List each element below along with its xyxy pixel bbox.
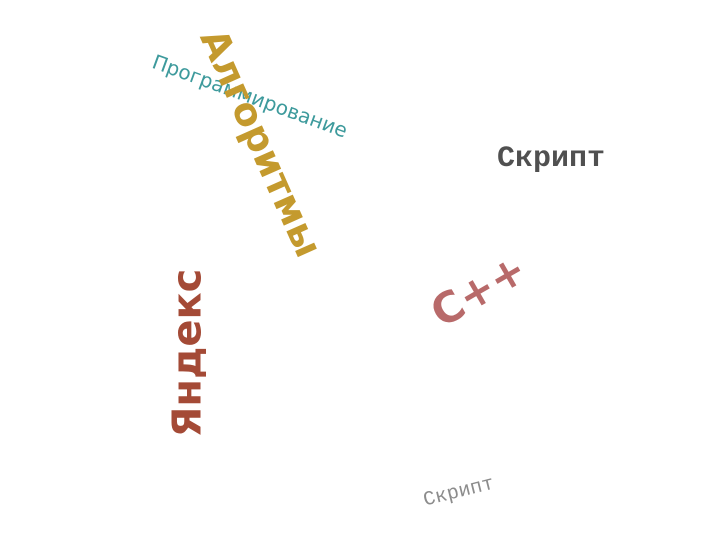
word-algorithms: Алгоритмы — [191, 22, 332, 264]
word-yandex: Яндекс — [164, 268, 211, 438]
word-cpp: C++ — [422, 244, 535, 338]
word-script-large: Скрипт — [497, 142, 606, 176]
word-script-small: Скрипт — [421, 472, 497, 513]
